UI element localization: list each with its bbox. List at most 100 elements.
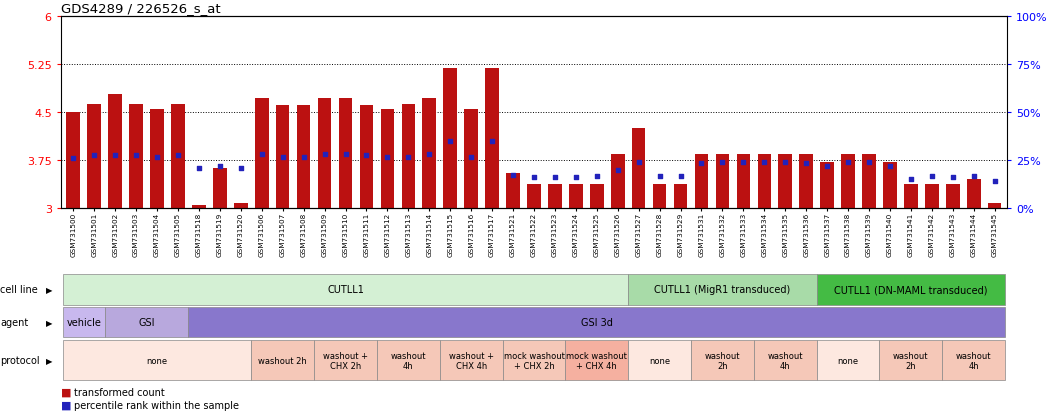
Point — [316, 152, 333, 158]
Bar — [841, 154, 854, 209]
Bar — [235, 204, 247, 209]
Point — [128, 153, 144, 159]
Text: CUTLL1 (MigR1 transduced): CUTLL1 (MigR1 transduced) — [654, 285, 790, 294]
Bar — [485, 69, 498, 209]
Bar — [754, 340, 817, 380]
Bar — [589, 184, 603, 209]
Point — [274, 154, 291, 161]
Point — [191, 166, 207, 172]
Text: washout +
CHX 2h: washout + CHX 2h — [324, 351, 367, 370]
Point — [756, 159, 773, 166]
Text: none: none — [649, 356, 670, 365]
Bar — [422, 98, 436, 209]
Bar — [610, 154, 624, 209]
Point — [86, 153, 103, 159]
Point — [547, 175, 563, 181]
Text: none: none — [838, 356, 859, 365]
Bar — [255, 98, 268, 209]
Bar — [817, 340, 879, 380]
Text: ■: ■ — [61, 400, 71, 410]
Bar — [879, 340, 942, 380]
Point — [903, 176, 919, 183]
Bar — [314, 340, 377, 380]
Bar — [628, 340, 691, 380]
Bar — [862, 154, 875, 209]
Bar — [673, 184, 687, 209]
Point — [463, 154, 480, 161]
Bar — [214, 169, 227, 209]
Text: CUTLL1 (DN-MAML transduced): CUTLL1 (DN-MAML transduced) — [834, 285, 987, 294]
Bar — [691, 340, 754, 380]
Bar — [67, 113, 81, 209]
Bar — [820, 162, 833, 209]
Text: GSI 3d: GSI 3d — [581, 318, 612, 328]
Point — [358, 153, 375, 159]
Point — [232, 166, 249, 172]
Point — [923, 173, 940, 180]
Point — [211, 164, 228, 170]
Bar — [527, 184, 540, 209]
Point — [861, 159, 877, 166]
Point — [170, 153, 186, 159]
Bar — [444, 69, 456, 209]
Bar — [297, 106, 310, 209]
Bar — [129, 105, 142, 209]
Bar — [440, 340, 503, 380]
Point — [609, 167, 626, 173]
Text: percentile rank within the sample: percentile rank within the sample — [74, 400, 240, 410]
Text: washout
2h: washout 2h — [705, 351, 740, 370]
Point — [777, 159, 794, 166]
Point — [840, 159, 856, 166]
Bar — [171, 105, 184, 209]
Point — [400, 154, 417, 161]
Text: GDS4289 / 226526_s_at: GDS4289 / 226526_s_at — [61, 2, 220, 15]
Point — [651, 173, 668, 180]
Text: agent: agent — [0, 318, 28, 328]
Bar — [251, 340, 314, 380]
Text: protocol: protocol — [0, 355, 40, 366]
Bar — [105, 308, 188, 337]
Text: transformed count: transformed count — [74, 387, 165, 397]
Bar — [565, 340, 628, 380]
Text: ■: ■ — [61, 387, 71, 397]
Bar — [109, 95, 121, 209]
Point — [965, 173, 982, 180]
Bar — [736, 154, 750, 209]
Point — [630, 159, 647, 166]
Bar — [987, 204, 1001, 209]
Bar — [381, 109, 394, 209]
Bar — [945, 184, 959, 209]
Bar — [464, 109, 477, 209]
Bar — [276, 106, 289, 209]
Point — [107, 153, 124, 159]
Bar — [401, 105, 415, 209]
Bar — [966, 180, 980, 209]
Bar — [360, 106, 373, 209]
Point — [798, 160, 815, 167]
Point — [337, 152, 354, 158]
Point — [567, 175, 584, 181]
Point — [526, 175, 542, 181]
Point — [588, 173, 605, 180]
Bar — [63, 308, 105, 337]
Point — [944, 175, 961, 181]
Text: ▶: ▶ — [46, 285, 52, 294]
Bar — [63, 274, 628, 305]
Bar — [63, 340, 251, 380]
Point — [379, 154, 396, 161]
Text: ▶: ▶ — [46, 318, 52, 327]
Text: CUTLL1: CUTLL1 — [327, 285, 364, 294]
Point — [442, 138, 459, 145]
Bar — [88, 105, 102, 209]
Point — [714, 159, 731, 166]
Bar — [507, 173, 519, 209]
Point — [484, 138, 500, 145]
Bar — [631, 128, 645, 209]
Bar — [942, 340, 1005, 380]
Bar — [503, 340, 565, 380]
Bar — [570, 184, 582, 209]
Bar — [318, 98, 331, 209]
Bar — [339, 98, 352, 209]
Text: vehicle: vehicle — [66, 318, 102, 328]
Point — [672, 173, 689, 180]
